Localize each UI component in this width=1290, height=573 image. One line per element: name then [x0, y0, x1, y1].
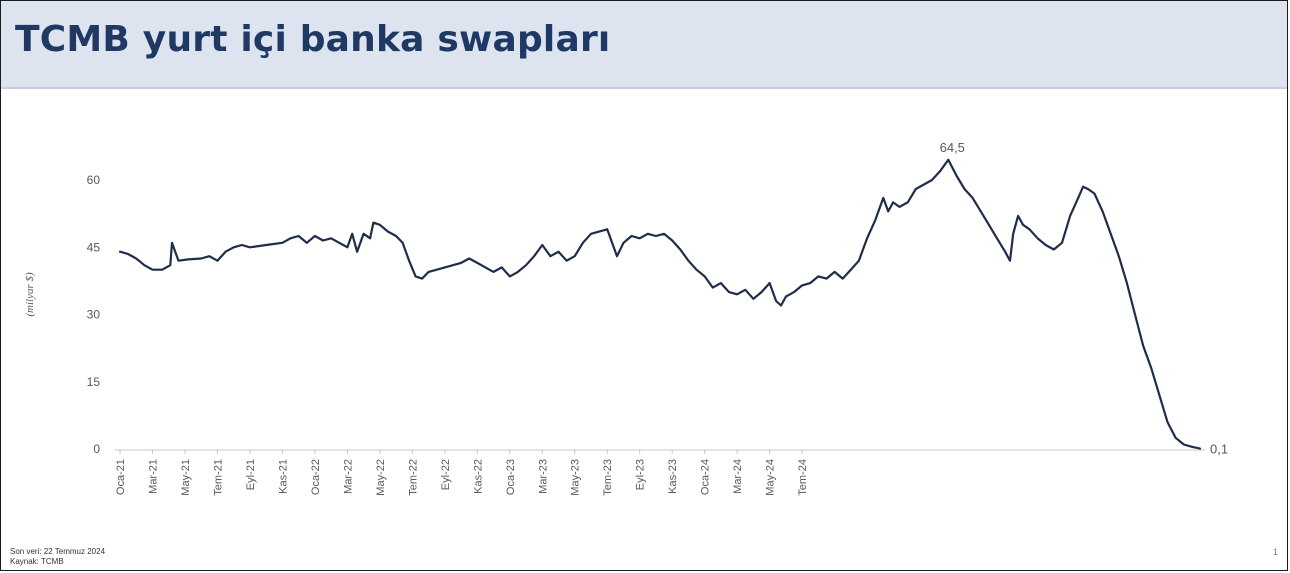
annotation-last-label: 0,1: [1210, 442, 1228, 457]
x-tick-label: Tem-24: [797, 459, 809, 496]
page-title: TCMB yurt içi banka swapları: [15, 19, 611, 60]
y-axis-title: (milyar $): [24, 272, 36, 317]
x-tick-label: Eyl-21: [245, 459, 257, 490]
x-tick-label: May-23: [570, 459, 582, 496]
x-tick-label: Mar-22: [342, 459, 354, 494]
x-tick-label: Tem-22: [407, 459, 419, 496]
y-tick-label: 45: [87, 240, 101, 254]
x-tick-label: May-24: [765, 459, 777, 496]
y-tick-labels: 0 15 30 45 60: [87, 173, 101, 456]
x-tick-label: Tem-21: [212, 459, 224, 496]
y-tick-label: 15: [87, 375, 101, 389]
x-tick-label: Oca-24: [700, 459, 712, 495]
x-tick-label: Mar-23: [537, 459, 549, 494]
x-tick-label: Mar-24: [732, 459, 744, 494]
x-tick-label: Eyl-22: [440, 459, 452, 490]
x-tick-label: Oca-23: [505, 459, 517, 495]
x-tick-label: May-21: [180, 459, 192, 496]
x-tick-label: Oca-22: [310, 459, 322, 495]
annotation-peak-label: 64,5: [940, 140, 965, 155]
x-tick-labels: Oca-21 Mar-21 May-21 Tem-21 Eyl-21 Kas-21 Oca-…: [115, 450, 809, 496]
y-tick-label: 60: [87, 173, 101, 187]
y-tick-label: 30: [87, 308, 101, 322]
series-group: [118, 158, 1202, 450]
x-tick-label: Kas-23: [667, 459, 679, 494]
x-tick-label: Kas-22: [472, 459, 484, 494]
series-line: [118, 158, 1202, 450]
x-tick-label: Mar-21: [147, 459, 159, 494]
y-axis-title-group: (milyar $): [24, 272, 36, 317]
title-banner: TCMB yurt içi banka swapları: [1, 1, 1287, 89]
page-number: 1: [1272, 547, 1278, 557]
x-tick-label: May-22: [375, 459, 387, 496]
x-tick-label: Tem-23: [602, 459, 614, 496]
last-data-note: Son veri: 22 Temmuz 2024: [10, 547, 106, 556]
x-tick-label: Kas-21: [277, 459, 289, 494]
x-tick-label: Oca-21: [115, 459, 127, 495]
x-tick-label: Eyl-23: [635, 459, 647, 490]
y-tick-label: 0: [93, 442, 100, 456]
annotations: 64,5 0,1: [940, 140, 1228, 457]
source-note: Kaynak: TCMB: [10, 557, 64, 566]
